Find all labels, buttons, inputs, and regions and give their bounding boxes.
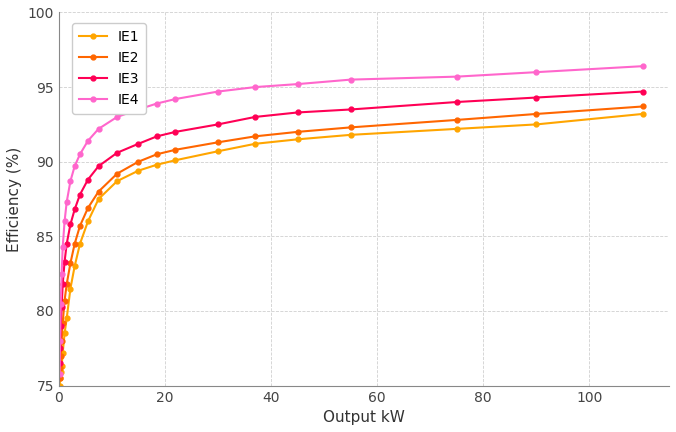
Legend: IE1, IE2, IE3, IE4: IE1, IE2, IE3, IE4 [72, 23, 146, 114]
Line: IE2: IE2 [57, 104, 645, 381]
IE2 [66, 260, 74, 266]
IE1 [59, 350, 67, 356]
IE3 [57, 323, 65, 328]
IE4 [638, 64, 646, 69]
IE4 [66, 178, 74, 184]
Line: IE3: IE3 [57, 89, 645, 365]
IE3 [135, 141, 143, 146]
IE4 [153, 101, 161, 106]
IE3 [347, 107, 355, 112]
IE1 [153, 162, 161, 167]
Y-axis label: Efficiency (%): Efficiency (%) [7, 146, 22, 252]
IE4 [76, 152, 84, 157]
IE1 [57, 370, 65, 375]
IE3 [66, 222, 74, 227]
IE3 [251, 114, 259, 120]
IE1 [66, 286, 74, 291]
IE3 [57, 304, 66, 309]
IE3 [214, 122, 222, 127]
IE4 [532, 70, 540, 75]
IE3 [95, 164, 103, 169]
IE3 [63, 241, 71, 246]
IE2 [61, 298, 69, 303]
IE1 [56, 375, 64, 381]
IE2 [63, 282, 71, 287]
IE1 [76, 241, 84, 246]
IE1 [63, 316, 71, 321]
IE3 [61, 259, 69, 264]
IE4 [347, 77, 355, 82]
IE2 [95, 189, 103, 194]
IE1 [638, 111, 646, 117]
IE1 [293, 137, 301, 142]
IE3 [55, 361, 64, 366]
IE2 [70, 241, 78, 246]
IE2 [153, 152, 161, 157]
Line: IE4: IE4 [57, 64, 645, 376]
IE1 [251, 141, 259, 146]
IE4 [214, 89, 222, 94]
IE1 [95, 197, 103, 202]
IE3 [453, 99, 461, 105]
IE4 [172, 96, 180, 102]
IE3 [76, 192, 84, 197]
IE4 [95, 126, 103, 131]
IE4 [55, 371, 64, 376]
IE4 [70, 164, 78, 169]
IE2 [57, 338, 66, 343]
IE4 [453, 74, 461, 79]
IE2 [84, 205, 92, 210]
IE2 [638, 104, 646, 109]
IE2 [59, 321, 67, 326]
IE4 [251, 85, 259, 90]
Line: IE1: IE1 [57, 111, 645, 388]
IE3 [59, 282, 67, 287]
IE2 [453, 118, 461, 123]
IE1 [57, 364, 66, 369]
IE2 [56, 365, 64, 370]
IE2 [532, 111, 540, 117]
IE1 [61, 331, 69, 336]
IE3 [293, 110, 301, 115]
IE4 [84, 138, 92, 143]
IE4 [135, 107, 143, 112]
IE3 [56, 346, 64, 351]
IE3 [113, 150, 121, 156]
IE3 [638, 89, 646, 94]
IE4 [293, 82, 301, 87]
IE2 [347, 125, 355, 130]
IE1 [172, 158, 180, 163]
IE2 [113, 171, 121, 176]
IE2 [214, 140, 222, 145]
IE2 [57, 353, 65, 359]
IE3 [532, 95, 540, 100]
X-axis label: Output kW: Output kW [323, 410, 405, 425]
IE4 [56, 338, 64, 343]
IE4 [63, 200, 71, 205]
IE1 [84, 219, 92, 224]
IE3 [84, 177, 92, 182]
IE1 [532, 122, 540, 127]
IE2 [251, 134, 259, 139]
IE2 [172, 147, 180, 152]
IE3 [70, 207, 78, 212]
IE4 [113, 114, 121, 120]
IE1 [70, 264, 78, 269]
IE4 [57, 301, 65, 306]
IE2 [135, 159, 143, 164]
IE1 [135, 168, 143, 173]
IE2 [293, 129, 301, 134]
IE2 [76, 223, 84, 229]
IE4 [59, 244, 67, 249]
IE3 [172, 129, 180, 134]
IE1 [214, 149, 222, 154]
IE4 [61, 219, 69, 224]
IE1 [453, 126, 461, 131]
IE4 [57, 271, 66, 276]
IE1 [113, 178, 121, 184]
IE1 [55, 383, 64, 388]
IE2 [55, 375, 64, 381]
IE1 [347, 132, 355, 137]
IE3 [153, 134, 161, 139]
